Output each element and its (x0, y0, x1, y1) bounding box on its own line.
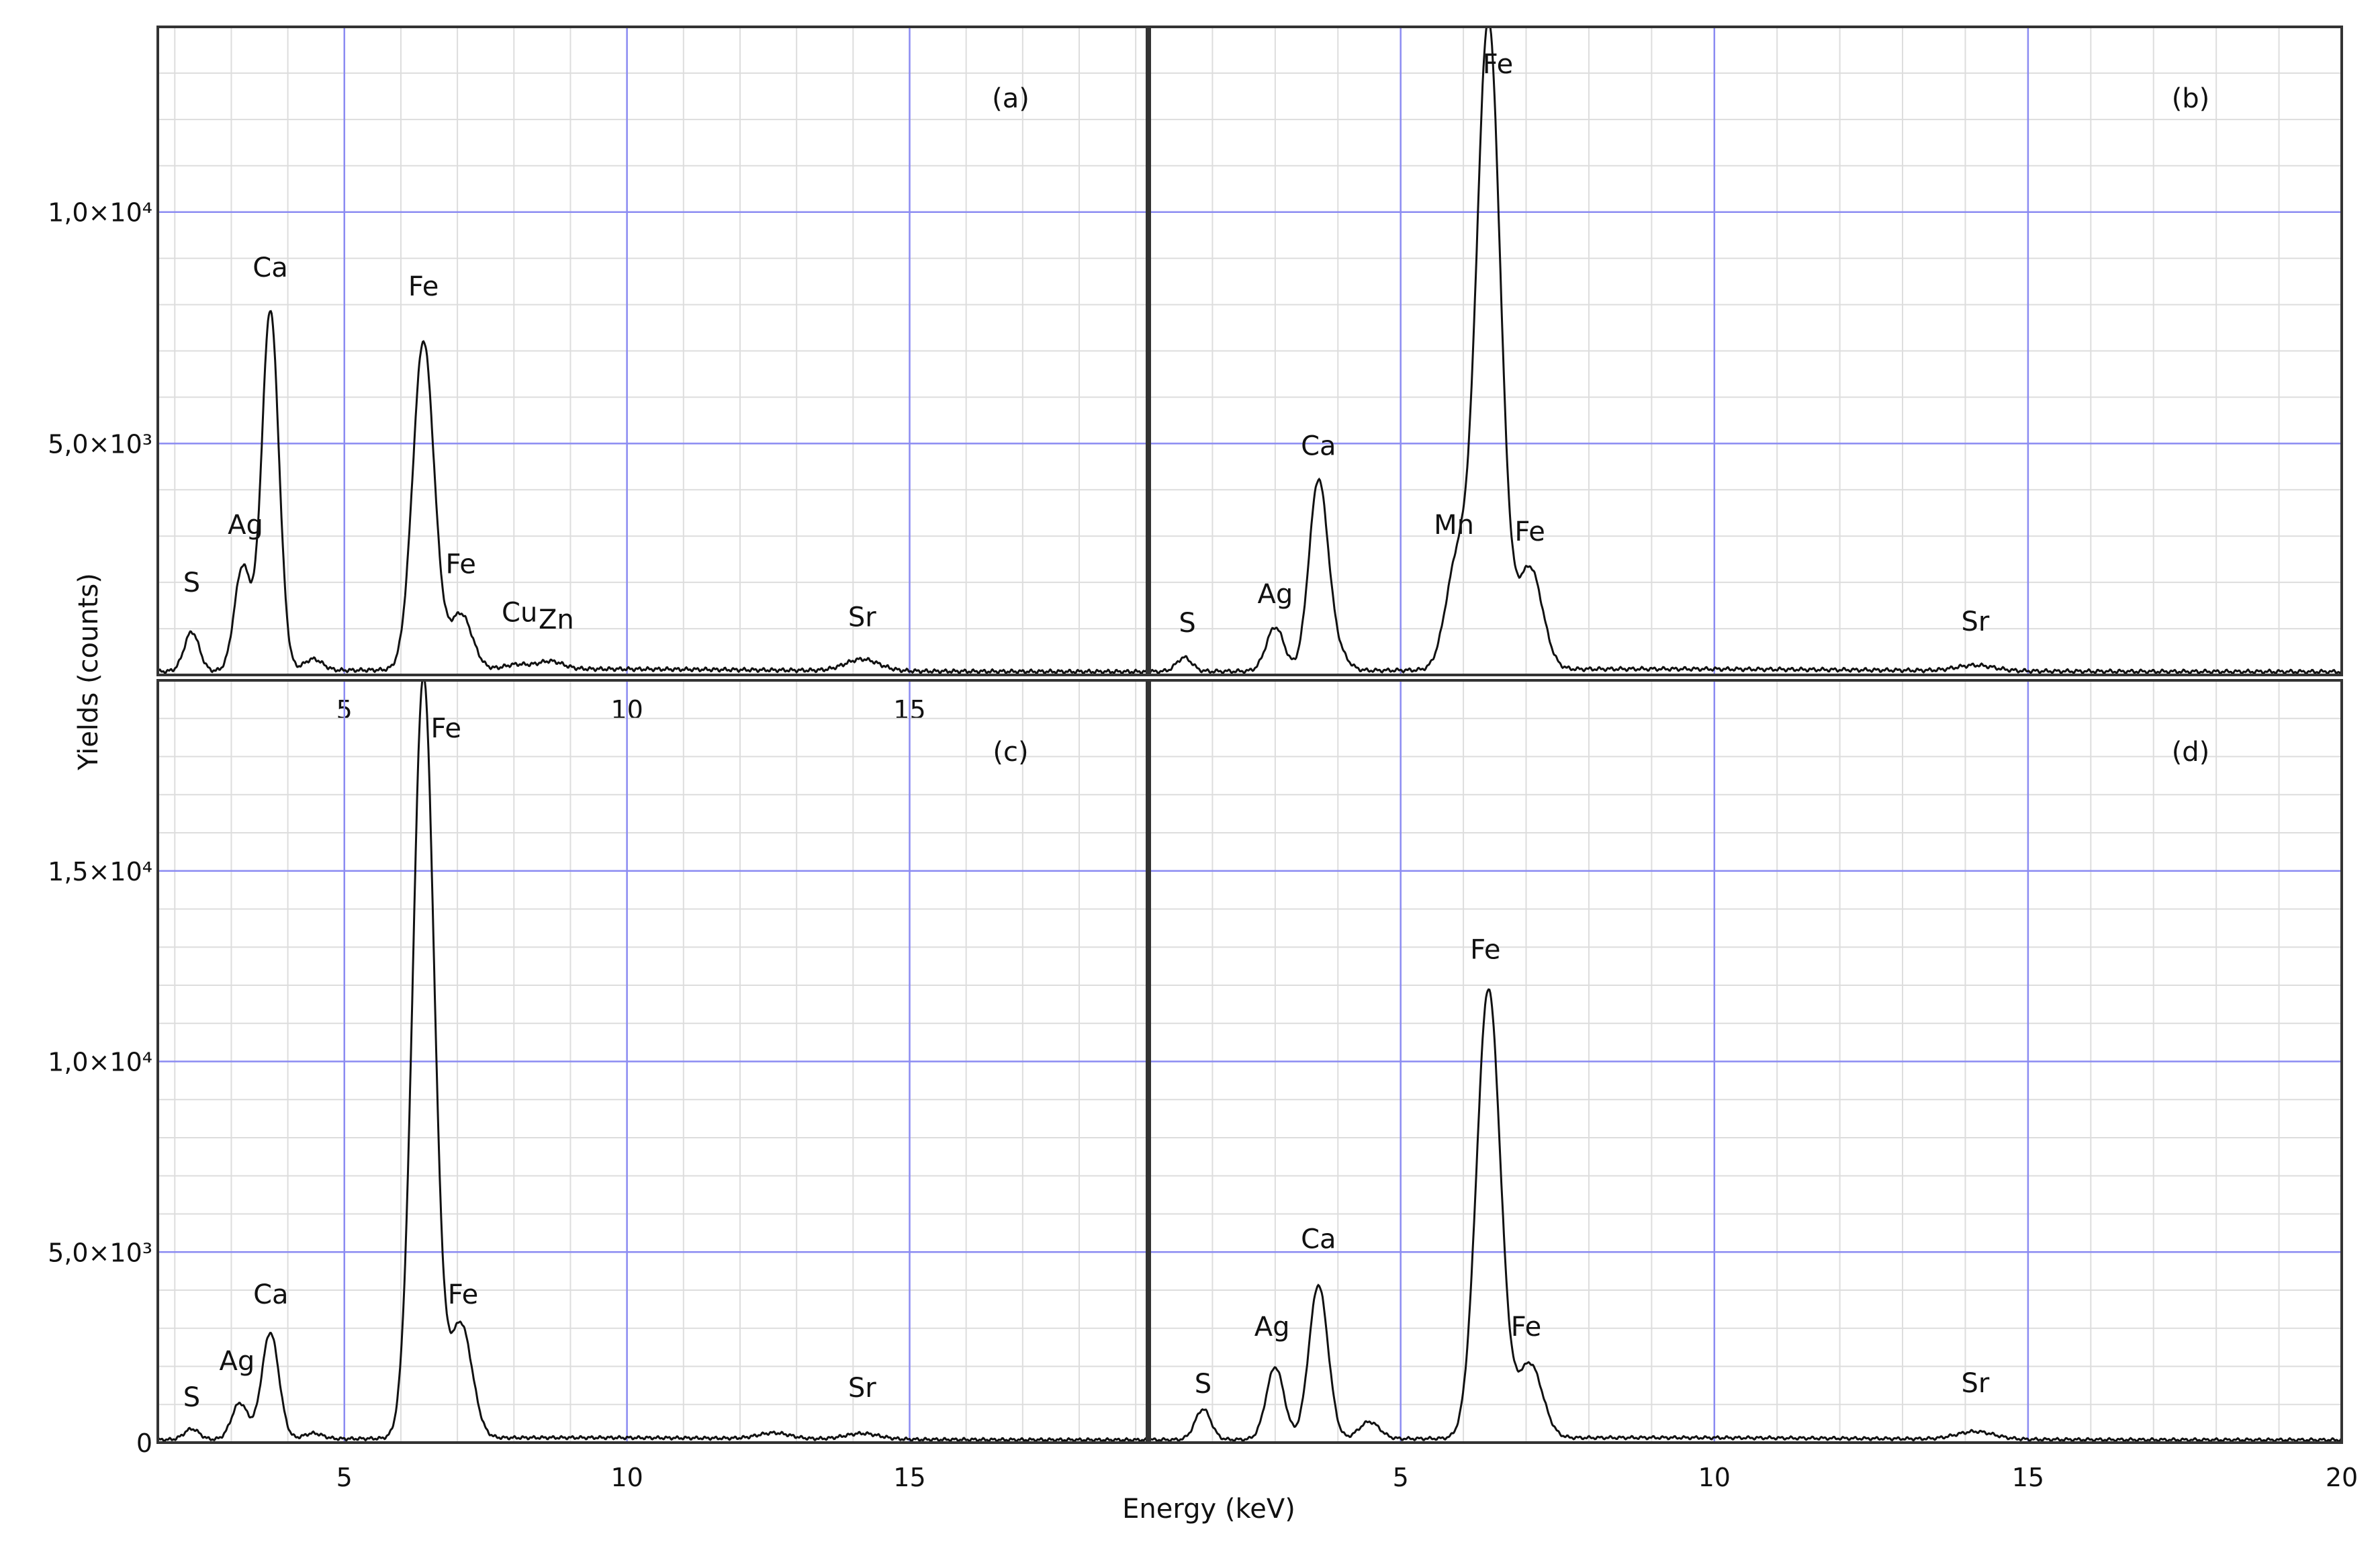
minor-grid (1149, 27, 2342, 675)
peak-label: Ca (1301, 431, 1336, 462)
y-tick-label: 1,0×10⁴ (48, 198, 152, 228)
x-tick-label: 5 (1393, 1463, 1409, 1492)
y-tick-label: 0 (136, 1428, 152, 1458)
panel-label: (a) (992, 83, 1029, 114)
peak-label: Ag (228, 510, 263, 541)
peak-label: Ag (219, 1346, 255, 1377)
peak-label: Ag (1254, 1312, 1290, 1343)
peak-label: Fe (1483, 49, 1513, 80)
peak-label: Fe (1511, 1312, 1541, 1343)
x-tick-label: 20 (2326, 1463, 2358, 1492)
plot-frame (156, 26, 1148, 676)
plot-frame (1148, 679, 2343, 1444)
panel-label: (c) (993, 737, 1028, 768)
peak-label: S (1179, 608, 1195, 639)
peak-label: Sr (1961, 606, 1989, 637)
peak-label: Fe (448, 1279, 478, 1310)
major-grid (1150, 27, 2342, 675)
spectrum-line (1150, 988, 2342, 1443)
peak-label: Sr (1961, 1368, 1989, 1399)
y-axis-title: Yields (counts) (73, 573, 104, 771)
peak-label: Fe (445, 549, 475, 580)
peak-label: Fe (1514, 516, 1545, 547)
panel-b: Fe Ca Mn Fe Ag S Sr (b) (1148, 26, 2343, 676)
x-axis-title: Energy (keV) (1122, 1494, 1295, 1525)
major-grid (158, 27, 1147, 675)
spectrum-line (158, 680, 1147, 1443)
peak-label: Ag (1257, 579, 1293, 610)
y-tick-label: 1,0×10⁴ (48, 1048, 152, 1077)
peak-label: Cu (502, 598, 537, 629)
peak-label: Ca (1301, 1224, 1336, 1255)
panel-label: (d) (2172, 737, 2210, 768)
x-tick-label: 15 (893, 1463, 925, 1492)
peak-label: S (1195, 1369, 1211, 1400)
panel-d: Fe Ca Ag Fe S Sr (d) 5 10 15 20 (1148, 679, 2358, 1492)
peak-label: Fe (408, 271, 439, 302)
peak-label: Fe (1470, 934, 1500, 965)
x-tick-label: 10 (1698, 1463, 1731, 1492)
panel-c: Fe Ca Fe Ag S Sr (c) 5 10 15 0 5,0×10³ 1,0×10⁴ 1,5×10… (48, 679, 1148, 1492)
y-tick-label: 5,0×10³ (48, 1238, 152, 1267)
peak-label: Fe (431, 713, 461, 744)
y-tick-label: 5,0×10³ (48, 429, 152, 459)
peak-label: Sr (848, 1373, 876, 1404)
peak-label: Ca (253, 253, 287, 283)
peak-label: Mn (1434, 510, 1474, 541)
plot-frame (156, 679, 1148, 1444)
major-grid (1150, 680, 2342, 1443)
minor-grid (158, 27, 1147, 675)
x-tick-label: 15 (2012, 1463, 2044, 1492)
peak-label: Ca (253, 1279, 288, 1310)
y-tick-label: 1,5×10⁴ (48, 857, 152, 887)
panel-label: (b) (2172, 83, 2210, 114)
spectrum-line (1150, 27, 2342, 675)
plot-frame (1148, 26, 2343, 676)
major-grid (158, 680, 1147, 1443)
peak-label: S (183, 568, 200, 598)
spectrum-line (158, 310, 1147, 675)
peak-label: Sr (848, 602, 876, 633)
x-tick-label: 5 (336, 1463, 353, 1492)
peak-label: Zn (539, 604, 574, 635)
x-tick-label: 10 (610, 1463, 643, 1492)
peak-label: S (183, 1382, 200, 1413)
